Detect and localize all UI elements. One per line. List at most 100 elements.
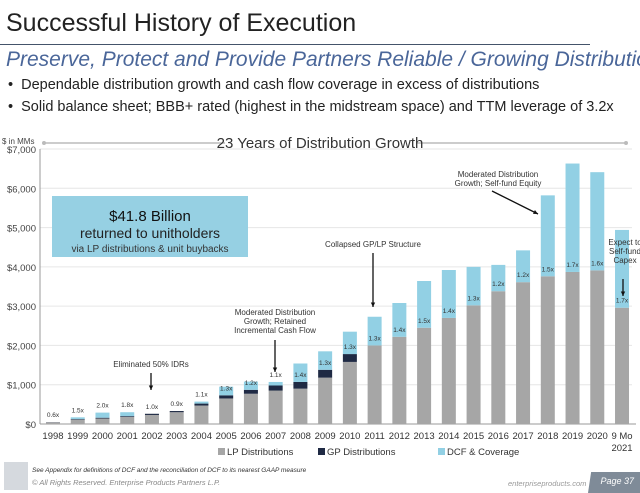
x-tick-label: 2004 [191,431,212,442]
bar-lp-distributions [615,307,630,424]
bar-lp-distributions [219,398,234,424]
rule-dot [42,141,46,145]
annotation-text: Self-fund [609,247,640,256]
bar-lp-distributions [367,345,382,424]
coverage-label: 1.3x [319,360,332,367]
page-title: Successful History of Execution [6,9,357,37]
bar-gp-distributions [219,395,234,399]
bar-dcf-coverage [392,303,407,337]
y-tick-label: $0 [25,420,36,431]
bar-dcf-coverage [615,229,630,308]
coverage-label: 1.3x [467,295,480,302]
annotation-text: Moderated Distribution [235,308,315,317]
x-tick-label: 2010 [339,431,360,442]
x-tick-label: 2002 [141,431,162,442]
arrow-head-icon [620,291,626,296]
bar-dcf-coverage [318,351,333,370]
copyright: © All Rights Reserved. Enterprise Produc… [32,478,221,487]
arrow-head-icon [533,210,538,214]
bar-gp-distributions [95,417,110,419]
bar-gp-distributions [120,416,135,417]
bar-lp-distributions [417,327,432,424]
coverage-label: 1.5x [72,407,85,414]
bar-lp-distributions [70,419,85,424]
bar-gp-distributions [318,369,333,378]
coverage-label: 1.5x [542,266,555,273]
coverage-label: 2.0x [96,403,109,410]
coverage-label: 1.8x [121,402,134,409]
legend-label: LP Distributions [227,447,294,458]
page-tab [588,472,640,493]
x-tick-label: 2018 [537,431,558,442]
coverage-label: 1.7x [566,262,579,269]
bar-lp-distributions [491,291,506,424]
x-tick-label: 2008 [290,431,311,442]
bar-lp-distributions [120,416,135,424]
bar-dcf-coverage [466,266,481,306]
coverage-label: 1.4x [294,372,307,379]
bar-dcf-coverage [417,281,432,328]
legend-label: GP Distributions [327,447,396,458]
annotation-text: Eliminated 50% IDRs [113,360,189,369]
bar-lp-distributions [342,361,357,424]
bar-gp-distributions [342,354,357,362]
bar-dcf-coverage [120,412,135,417]
bullet-item: • Dependable distribution growth and cas… [8,77,540,93]
bar-gp-distributions [144,413,159,415]
x-tick-label: 9 Mo [611,431,632,442]
bar-dcf-coverage [219,386,234,396]
arrow-head-icon [148,385,154,390]
bar-dcf-coverage [194,401,209,404]
bar-lp-distributions [293,388,308,424]
coverage-label: 1.3x [220,385,233,392]
bar-dcf-coverage [367,316,382,346]
coverage-label: 1.6x [591,260,604,267]
bar-dcf-coverage [268,381,283,386]
bar-dcf-coverage [95,412,110,418]
coverage-label: 1.0x [146,404,159,411]
company-logo [4,462,28,490]
page-number: Page 37 [600,476,634,486]
x-tick-label: 2003 [166,431,187,442]
y-axis-label: $ in MMs [2,137,34,146]
bullet-item: • Solid balance sheet; BBB+ rated (highe… [8,99,614,115]
bar-lp-distributions [46,422,60,424]
bar-lp-distributions [441,317,456,424]
coverage-label: 1.3x [344,344,357,351]
y-tick-label: $6,000 [7,184,36,195]
annotation-text: Moderated Distribution [458,170,538,179]
bar-lp-distributions [243,393,258,424]
annotation-text: Growth; Retained [244,317,306,326]
coverage-label: 1.4x [393,327,406,334]
x-tick-label: 2012 [389,431,410,442]
callout-text: returned to unitholders [80,225,220,241]
bullet-text: Solid balance sheet; BBB+ rated (highest… [21,99,614,115]
bar-lp-distributions [590,270,605,424]
x-tick-label: 2006 [240,431,261,442]
bar-dcf-coverage [540,195,555,277]
bar-gp-distributions [194,403,209,406]
bar-dcf-coverage [565,163,580,272]
bar-lp-distributions [466,305,481,424]
annotation-text: Capex [613,256,636,265]
x-tick-label: 2016 [488,431,509,442]
bar-lp-distributions [194,405,209,424]
bar-gp-distributions [268,385,283,391]
annotation-text: Expect to [608,238,640,247]
callout-box [52,196,248,257]
legend-swatch [218,448,225,455]
bar-dcf-coverage [590,172,605,271]
bar-lp-distributions [540,276,555,424]
bar-lp-distributions [516,282,531,424]
legend-swatch [318,448,325,455]
x-tick-label: 1998 [42,431,63,442]
coverage-label: 1.1x [270,372,283,379]
x-tick-label: 2014 [438,431,459,442]
y-tick-label: $4,000 [7,263,36,274]
chart-title: 23 Years of Distribution Growth [217,135,424,152]
website-link[interactable]: enterpriseproducts.com [508,479,587,488]
bar-lp-distributions [169,412,184,424]
arrow-head-icon [272,367,278,372]
annotation-text: Growth; Self-fund Equity [455,179,542,188]
